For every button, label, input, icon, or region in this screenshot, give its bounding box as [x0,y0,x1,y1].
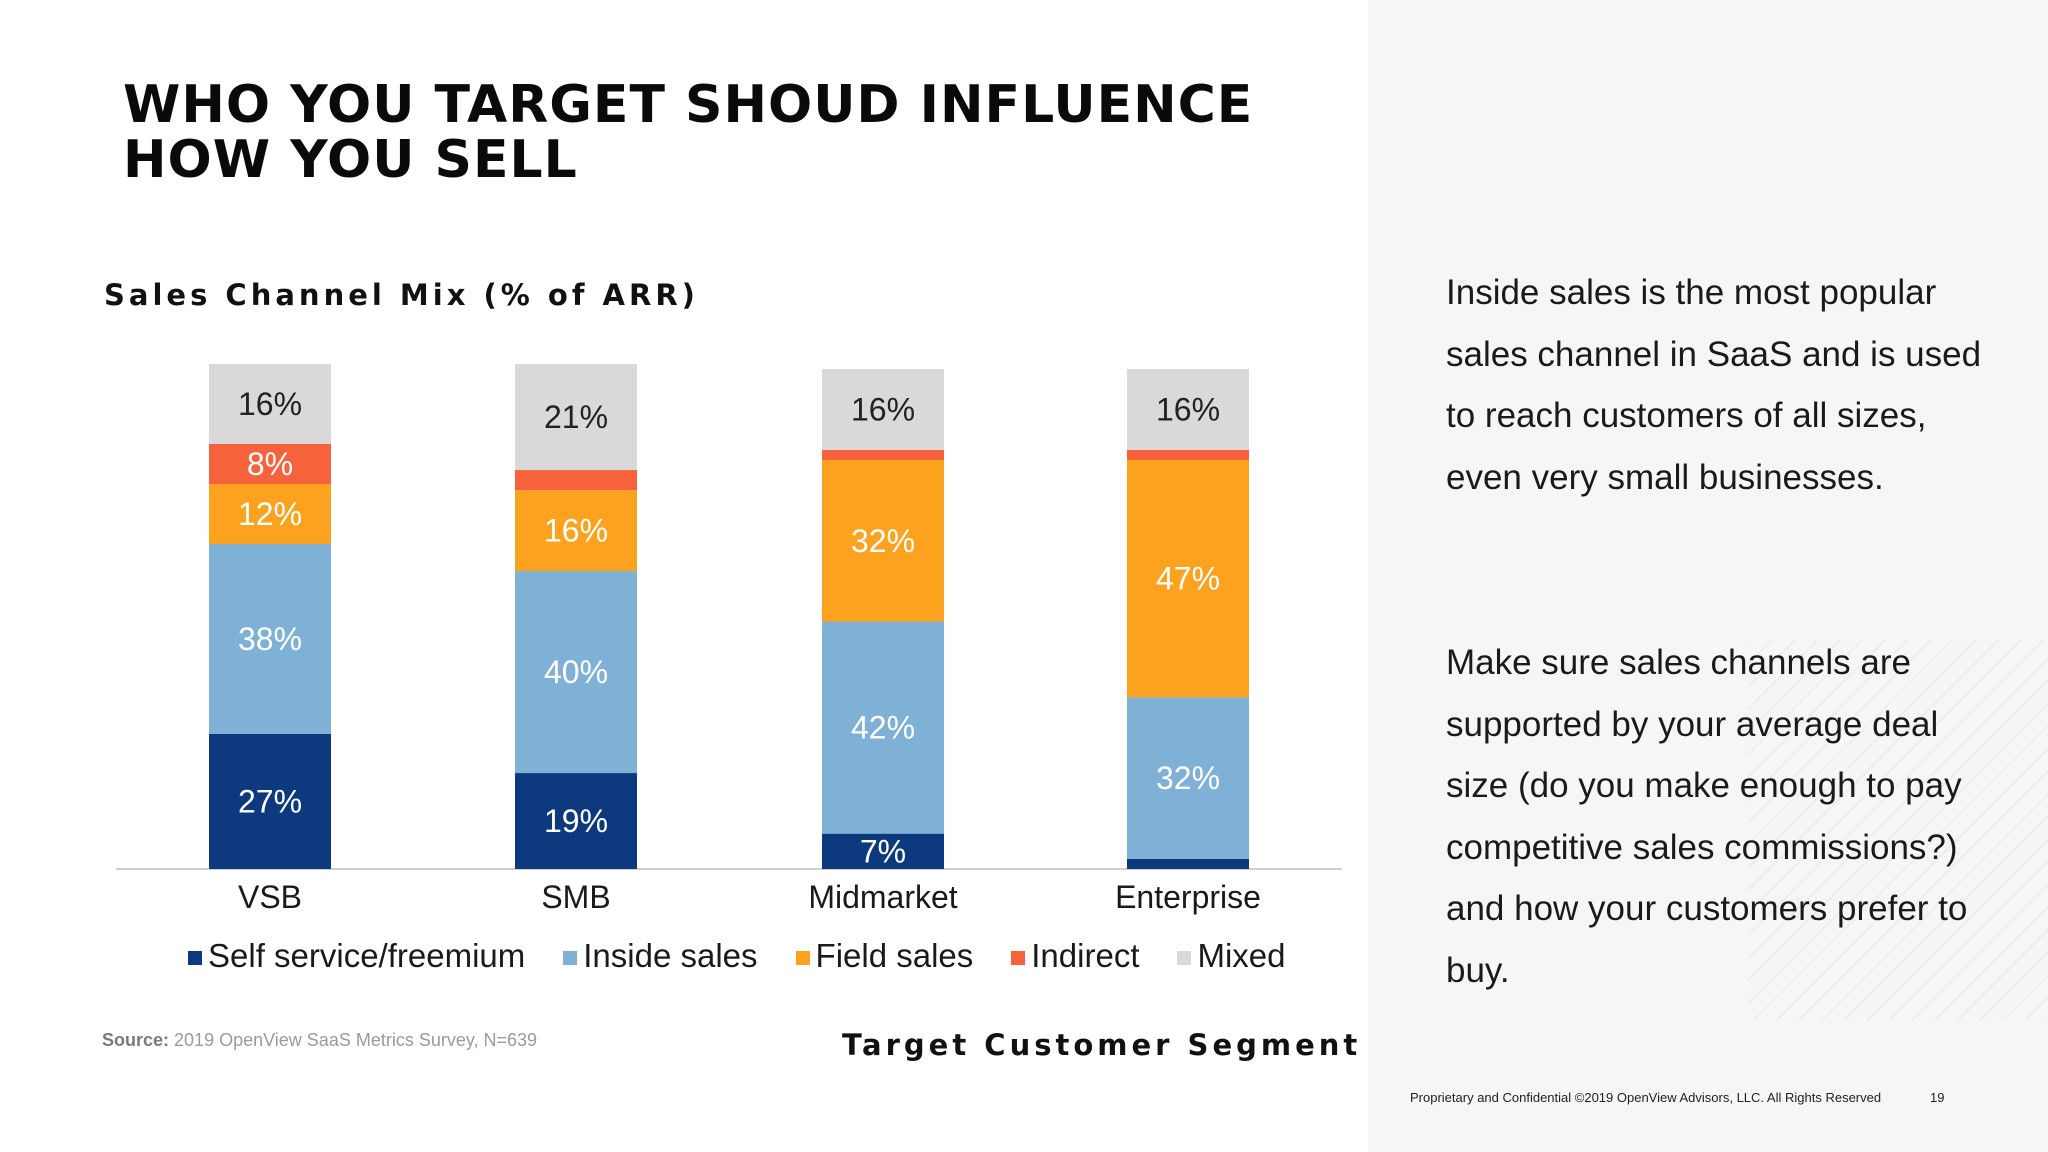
data-label-vsb-mixed: 16% [238,386,302,422]
legend-item-indirect: Indirect [1011,937,1139,975]
x-tick-smb: SMB [541,879,610,915]
bar-smb-indirect [515,470,637,491]
bar-smb-self-service-freemium [515,773,637,869]
bar-enterprise-self-service-freemium [1127,858,1249,869]
bar-enterprise-field-sales [1127,459,1249,698]
bar-midmarket-inside-sales [822,621,944,834]
data-label-midmarket-field-sales: 32% [851,523,915,559]
legend-label: Field sales [815,937,974,974]
legend-label: Inside sales [583,937,758,974]
bar-enterprise-indirect [1127,449,1249,460]
data-label-enterprise-field-sales: 47% [1156,561,1220,597]
chart-title: Sales Channel Mix (% of ARR) [104,278,699,312]
x-tick-enterprise: Enterprise [1115,879,1261,915]
chart-legend: Self service/freemium Inside sales Field s… [188,934,1324,978]
legend-swatch [563,951,578,965]
x-axis-title: Target Customer Segment [842,1028,1362,1062]
data-label-midmarket-mixed: 16% [851,391,915,427]
source-text: 2019 OpenView SaaS Metrics Survey, N=639 [169,1030,538,1050]
legend-item-inside-sales: Inside sales [563,937,758,975]
slide-title-line-2: HOW YOU SELL [123,130,578,190]
bar-vsb-field-sales [209,484,331,544]
data-label-midmarket-self-service-freemium: 7% [860,833,906,869]
legend-item-mixed: Mixed [1177,937,1286,975]
data-label-enterprise-inside-sales: 32% [1156,760,1220,796]
commentary-paragraph-2: Make sure sales channels are supported b… [1446,643,1968,990]
bar-smb-mixed [515,364,637,471]
confidentiality-footer: Proprietary and Confidential ©2019 OpenV… [1410,1090,1882,1105]
bar-midmarket-mixed [822,369,944,450]
bar-smb-inside-sales [515,571,637,774]
legend-swatch [1011,951,1026,965]
commentary-panel [1368,0,2048,1152]
bar-vsb-mixed [209,364,331,444]
legend-item-self-service-freemium: Self service/freemium [188,937,525,975]
bar-vsb-inside-sales [209,544,331,734]
bar-midmarket-field-sales [822,459,944,622]
slide-title: WHO YOU TARGET SHOUD INFLUENCE HOW YOU S… [123,78,1273,188]
x-tick-vsb: VSB [238,879,302,915]
bar-vsb-indirect [209,444,331,484]
data-label-vsb-self-service-freemium: 27% [238,784,302,820]
bar-enterprise-mixed [1127,369,1249,450]
bar-midmarket-indirect [822,449,944,460]
data-label-enterprise-mixed: 16% [1156,391,1220,427]
legend-swatch [795,951,810,965]
legend-label: Mixed [1197,937,1286,974]
x-tick-midmarket: Midmarket [808,879,957,915]
bar-vsb-self-service-freemium [209,734,331,869]
slide-title-line-1: WHO YOU TARGET SHOUD INFLUENCE [123,75,1254,135]
data-label-vsb-inside-sales: 38% [238,621,302,657]
legend-label: Indirect [1031,937,1140,974]
source-label: Source: [102,1030,170,1050]
source-note: Source: 2019 OpenView SaaS Metrics Surve… [102,1030,537,1051]
data-label-smb-inside-sales: 40% [544,654,608,690]
commentary-paragraph-1: Inside sales is the most popular sales c… [1446,273,1982,497]
stacked-bar-chart: 27% 38% 12% 8% 16% VSB 19% 40% 16% 21% SMB 7% 42% 32%… [116,364,1342,915]
bar-midmarket-self-service-freemium [822,833,944,869]
data-label-midmarket-inside-sales: 42% [851,710,915,746]
decorative-hatch [1748,640,2048,1020]
data-label-vsb-indirect: 8% [247,446,293,482]
bar-enterprise-inside-sales [1127,697,1249,859]
legend-item-field-sales: Field sales [795,937,974,975]
legend-swatch [1177,951,1192,965]
data-label-vsb-field-sales: 12% [238,496,302,532]
page-number: 19 [1930,1090,1945,1105]
legend-swatch [188,951,202,965]
data-label-smb-mixed: 21% [544,399,608,435]
data-label-smb-self-service-freemium: 19% [544,803,608,839]
legend-label: Self service/freemium [208,937,526,974]
data-label-smb-field-sales: 16% [544,513,608,549]
bar-smb-field-sales [515,490,637,572]
